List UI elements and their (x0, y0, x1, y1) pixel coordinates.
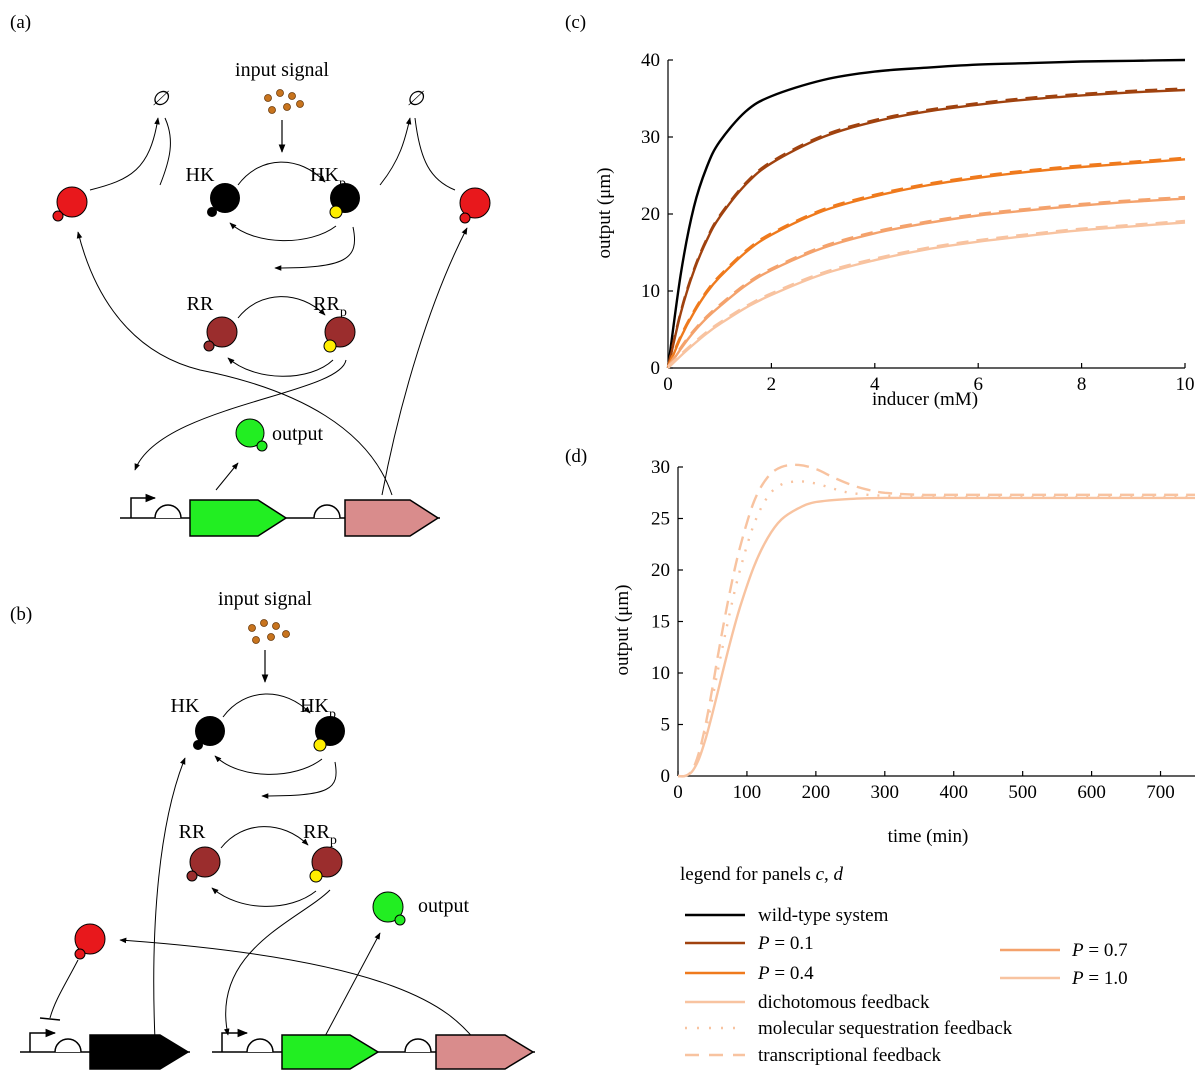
signal-molecules-a (264, 89, 304, 114)
chart-c-series (666, 58, 1186, 369)
series-line-transcriptional-feedback (677, 463, 1195, 778)
panel-a-diagram: (a) input signal ∅ ∅ HK HKp (10, 12, 491, 537)
y-tick-label: 10 (651, 663, 670, 684)
series-line-p-1-0 (667, 221, 1186, 369)
signal-molecules-b (248, 619, 290, 644)
chart-d-x-axis-label: time (min) (888, 826, 969, 847)
red-protein-right-a (459, 187, 491, 224)
hk-label-a: HK (186, 164, 215, 186)
series-line-overlay (667, 219, 1186, 368)
gene-circuit-b-2 (212, 1028, 535, 1070)
y-tick-label: 40 (641, 50, 660, 71)
hkp-protein-b (313, 716, 345, 752)
chart-c-y-axis-label: output (μm) (594, 168, 615, 259)
hk-label-b: HK (171, 695, 200, 717)
legend-label-p01: P = 0.1 (757, 933, 814, 954)
output-protein-b (372, 891, 406, 926)
x-tick-label: 0 (663, 374, 673, 395)
series-line-overlay (666, 156, 1186, 367)
y-tick-label: 15 (651, 612, 670, 633)
rr-protein-b (186, 846, 221, 882)
chart-c-x-axis-label: inducer (mM) (872, 389, 978, 410)
x-tick-label: 8 (1077, 374, 1087, 395)
series-line-overlay (667, 195, 1186, 368)
y-tick-label: 30 (641, 127, 660, 148)
y-tick-label: 10 (641, 281, 660, 302)
output-label-b: output (418, 895, 470, 917)
panel-label-b: (b) (10, 604, 32, 625)
x-tick-label: 4 (870, 374, 880, 395)
x-tick-label: 600 (1077, 782, 1106, 803)
series-line-p-0-7 (667, 197, 1186, 369)
x-tick-label: 300 (871, 782, 900, 803)
degradation-symbol-right-a: ∅ (406, 88, 425, 110)
legend-label-sequestration: molecular sequestration feedback (758, 1018, 1013, 1039)
series-line-dichotomous-feedback (677, 496, 1195, 778)
output-protein-a (235, 418, 268, 452)
series-line-wild-type-system (666, 58, 1186, 369)
input-signal-label-b: input signal (218, 588, 312, 610)
hk-protein-a (207, 183, 240, 217)
x-tick-label: 200 (802, 782, 831, 803)
legend-label-dichotomous: dichotomous feedback (758, 992, 930, 1013)
chart-d: (d) 0 100 200 300 400 500 600 700 0 5 10 15 20 25 30 t… (565, 446, 1195, 847)
red-protein-left-a (52, 186, 88, 222)
hkp-protein-a (329, 183, 360, 219)
y-tick-label: 0 (661, 766, 671, 787)
x-tick-label: 400 (939, 782, 968, 803)
legend-label-transcriptional: transcriptional feedback (758, 1045, 942, 1066)
panel-label-c: (c) (565, 12, 586, 33)
x-tick-label: 100 (733, 782, 762, 803)
legend-label-p07: P = 0.7 (1071, 940, 1128, 961)
input-signal-label-a: input signal (235, 59, 329, 81)
legend: legend for panels c, d wild-type system … (680, 864, 1128, 1066)
legend-label-wild-type: wild-type system (758, 905, 889, 926)
x-tick-label: 500 (1008, 782, 1037, 803)
y-tick-label: 0 (651, 358, 661, 379)
chart-d-axes: 0 100 200 300 400 500 600 700 0 5 10 15 20 25 30 (651, 457, 1195, 803)
output-label-a: output (272, 423, 324, 445)
y-tick-label: 30 (651, 457, 670, 478)
y-tick-label: 20 (651, 560, 670, 581)
chart-d-y-axis-label: output (μm) (612, 585, 633, 676)
gene-circuit-a (120, 493, 440, 537)
series-line-p-0-4 (666, 158, 1186, 369)
red-repressor-b (74, 923, 106, 960)
chart-c-axes: 0 2 4 6 8 10 0 10 20 30 40 (641, 50, 1195, 395)
panel-label-d: (d) (565, 446, 587, 467)
legend-title: legend for panels c, d (680, 864, 844, 885)
hk-protein-b (193, 716, 225, 750)
rr-label-a: RR (187, 293, 214, 315)
legend-label-p04: P = 0.4 (757, 963, 814, 984)
y-tick-label: 5 (661, 715, 671, 736)
rrp-label-b: RRp (303, 821, 337, 848)
series-line-molecular-sequestration-feedback (677, 480, 1195, 778)
series-line-overlay (666, 87, 1186, 367)
rr-protein-a (203, 316, 238, 352)
rr-label-b: RR (179, 821, 206, 843)
y-tick-label: 20 (641, 204, 660, 225)
legend-label-p10: P = 1.0 (1071, 968, 1128, 989)
chart-c: (c) 0 2 4 6 8 10 0 10 20 30 40 inducer (mM) output… (565, 12, 1195, 410)
degradation-symbol-left-a: ∅ (151, 88, 170, 110)
x-tick-label: 6 (973, 374, 983, 395)
rrp-protein-a (323, 316, 356, 353)
panel-b-diagram: (b) input signal HK HKp RR RRp (10, 588, 535, 1070)
gene-circuit-b-1 (20, 1028, 190, 1070)
y-tick-label: 25 (651, 509, 670, 530)
x-tick-label: 10 (1176, 374, 1195, 395)
x-tick-label: 2 (767, 374, 777, 395)
rrp-protein-b (309, 846, 343, 883)
panel-label-a: (a) (10, 12, 31, 33)
chart-d-series (677, 463, 1195, 778)
x-tick-label: 700 (1146, 782, 1175, 803)
rrp-label-a: RRp (313, 293, 347, 320)
x-tick-label: 0 (673, 782, 683, 803)
